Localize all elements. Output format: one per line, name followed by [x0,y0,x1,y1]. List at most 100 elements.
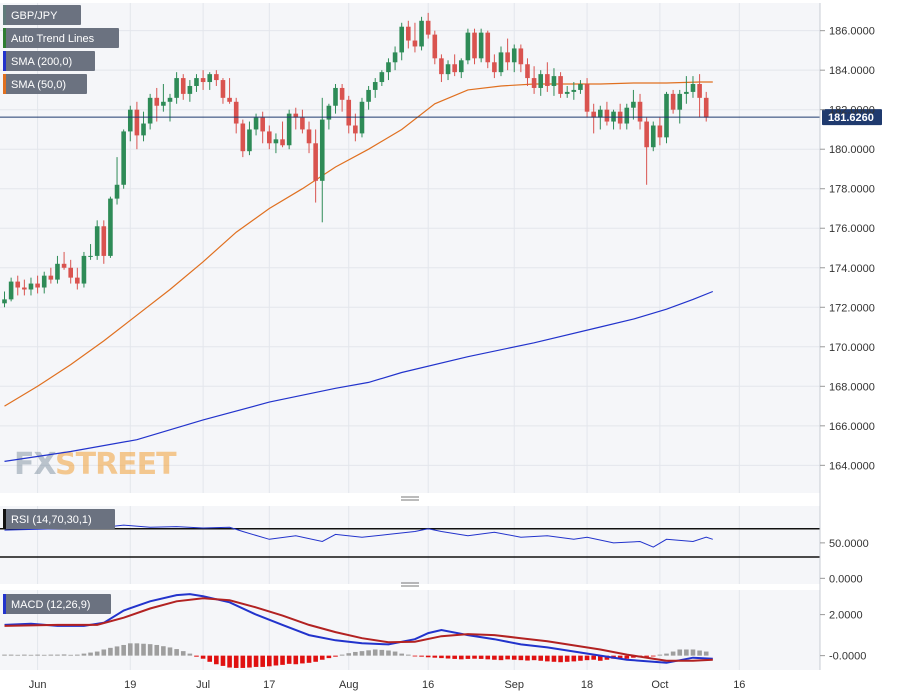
candle [690,76,696,98]
candle [339,84,345,112]
x-tick-label: 19 [124,679,136,691]
rsi-panel-background [0,506,820,584]
candle [664,91,669,144]
candle [22,279,27,296]
macd-histogram-bar [452,655,457,659]
macd-histogram-bar [644,655,649,657]
legend-label: GBP/JPY [11,10,58,22]
candle-body [267,131,272,144]
price-grid [0,3,820,493]
candle [127,105,133,142]
candle-body [240,123,246,152]
macd-histogram-bar [121,644,126,656]
macd-histogram-bar [15,654,21,656]
candle [511,44,517,73]
x-tick-label: Jul [196,679,210,691]
macd-histogram-bar [220,655,226,666]
x-tick-label: 16 [422,679,434,691]
candle-body [233,101,239,124]
macd-layer [2,593,713,668]
candle-body [492,62,497,73]
candle-body [412,40,418,47]
candle [346,95,352,134]
price-tick-label: 182.0000 [829,105,875,117]
candle [2,291,7,308]
macd-histogram-bar [657,654,663,656]
candle [650,121,656,152]
last-price-label: 181.6260 [828,112,874,124]
macd-histogram-bar [525,655,530,661]
candle-body [505,52,510,63]
candle [75,267,80,290]
macd-histogram-bar [8,654,14,656]
macd-histogram-bar [419,655,424,657]
price-legend-item: GBP/JPY [3,5,81,25]
candle-body [578,84,583,90]
macd-histogram-bar [346,653,352,656]
candle [194,74,199,92]
macd-tick-label: 2.0000 [829,610,863,622]
macd-histogram-bar [578,655,583,661]
candle-body [154,97,160,106]
macd-histogram-bar [697,650,702,656]
candle [445,60,451,81]
macd-histogram-bar [154,644,160,656]
candle-body [392,52,398,63]
legend-label: SMA (50,0) [11,79,66,91]
macd-histogram-bar [293,655,299,665]
resize-handle-macd[interactable] [401,582,419,587]
candle-body [55,263,60,280]
macd-histogram-bar [180,651,186,656]
candle-body [359,101,365,134]
candle [247,121,252,156]
price-legend-item: SMA (50,0) [3,74,87,94]
macd-histogram-bar [174,649,179,656]
macd-histogram-bar [670,651,676,656]
macd-histogram-bar [273,655,279,666]
candle [333,84,338,114]
candle-body [8,281,14,300]
candle-body [61,263,67,268]
macd-histogram-bar [359,651,365,656]
macd-histogram-bar [631,655,636,658]
candle-body [22,287,27,290]
candle [598,105,603,130]
candle [214,70,219,86]
candle-body [200,78,206,83]
x-tick-label: 17 [263,679,275,691]
rsi-grid [37,506,740,584]
candle-body [220,80,226,98]
candle-body [545,74,550,86]
candle-body [531,78,537,88]
macd-histogram-bar [425,655,431,658]
candle-body [147,97,153,124]
candle-body [214,74,219,81]
candle [280,121,285,148]
candle-body [650,125,656,148]
rsi-tick-label: 50.0000 [829,538,869,550]
macd-histogram-bar [677,649,683,656]
candle [161,84,166,112]
candle-body [399,26,404,53]
candle [518,44,524,73]
macd-histogram-bar [260,655,265,667]
candle-body [684,91,689,94]
resize-handle-rsi[interactable] [401,496,419,501]
candle [657,117,663,146]
fxstreet-watermark: FX STREET [14,447,178,482]
macd-line [4,593,713,664]
candle-body [406,26,411,41]
candle-body [439,58,444,75]
candle-body [670,93,676,110]
price-tick-label: 168.0000 [829,381,875,393]
macd-histogram-bar [518,655,524,661]
price-tick-label: 178.0000 [829,184,875,196]
macd-histogram-bar [664,653,669,656]
candle [452,54,457,77]
macd-histogram-bar [41,654,47,656]
macd-signal-line [4,597,713,662]
legend-tag-background [3,51,95,71]
macd-histogram-bar [35,654,40,656]
candle [154,87,160,122]
